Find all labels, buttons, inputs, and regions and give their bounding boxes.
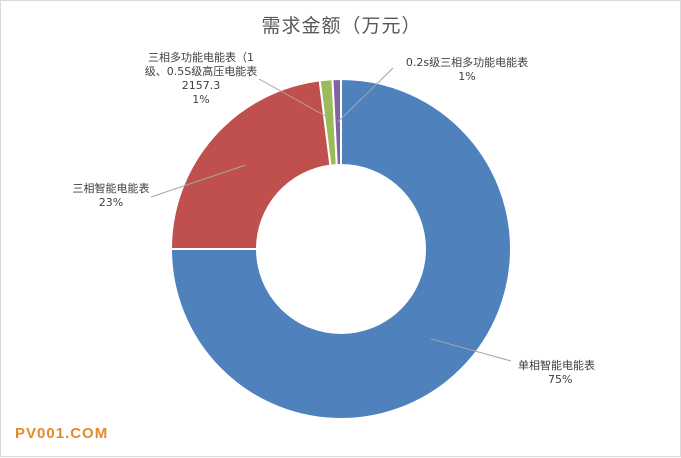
slice-1 [169,77,512,420]
slice-label-line: 1% [192,93,209,106]
slice-label-line: 2157.3 [182,79,221,92]
slice-4 [331,77,342,167]
chart-title: 需求金额（万元） [261,15,422,37]
leader-line-2 [150,164,246,198]
watermark: PV001.COM [15,425,109,442]
slice-label-line: 级、0.5S级高压电能表 [145,64,257,78]
slice-label-1: 单相智能电能表 75% [518,358,595,386]
slice-label-4: 0.2s级三相多功能电能表 1% [406,55,528,83]
leader-line-3 [258,78,330,119]
leader-line-4 [337,67,394,123]
slice-label-line: 三相智能电能表 [73,181,150,195]
slice-label-line: 0.2s级三相多功能电能表 [406,55,528,69]
slice-label-line: 75% [548,373,572,386]
slice-label-line: 单相智能电能表 [518,358,595,372]
leader-line-1 [430,338,512,362]
slice-2 [169,79,332,250]
slice-label-2: 三相智能电能表 23% [73,181,150,209]
slice-label-line: 1% [458,70,475,83]
slice-label-3: 三相多功能电能表（1 级、0.5S级高压电能表 2157.3 1% [145,50,257,106]
slice-label-line: 23% [99,196,123,209]
slice-label-line: 三相多功能电能表（1 [148,50,254,64]
